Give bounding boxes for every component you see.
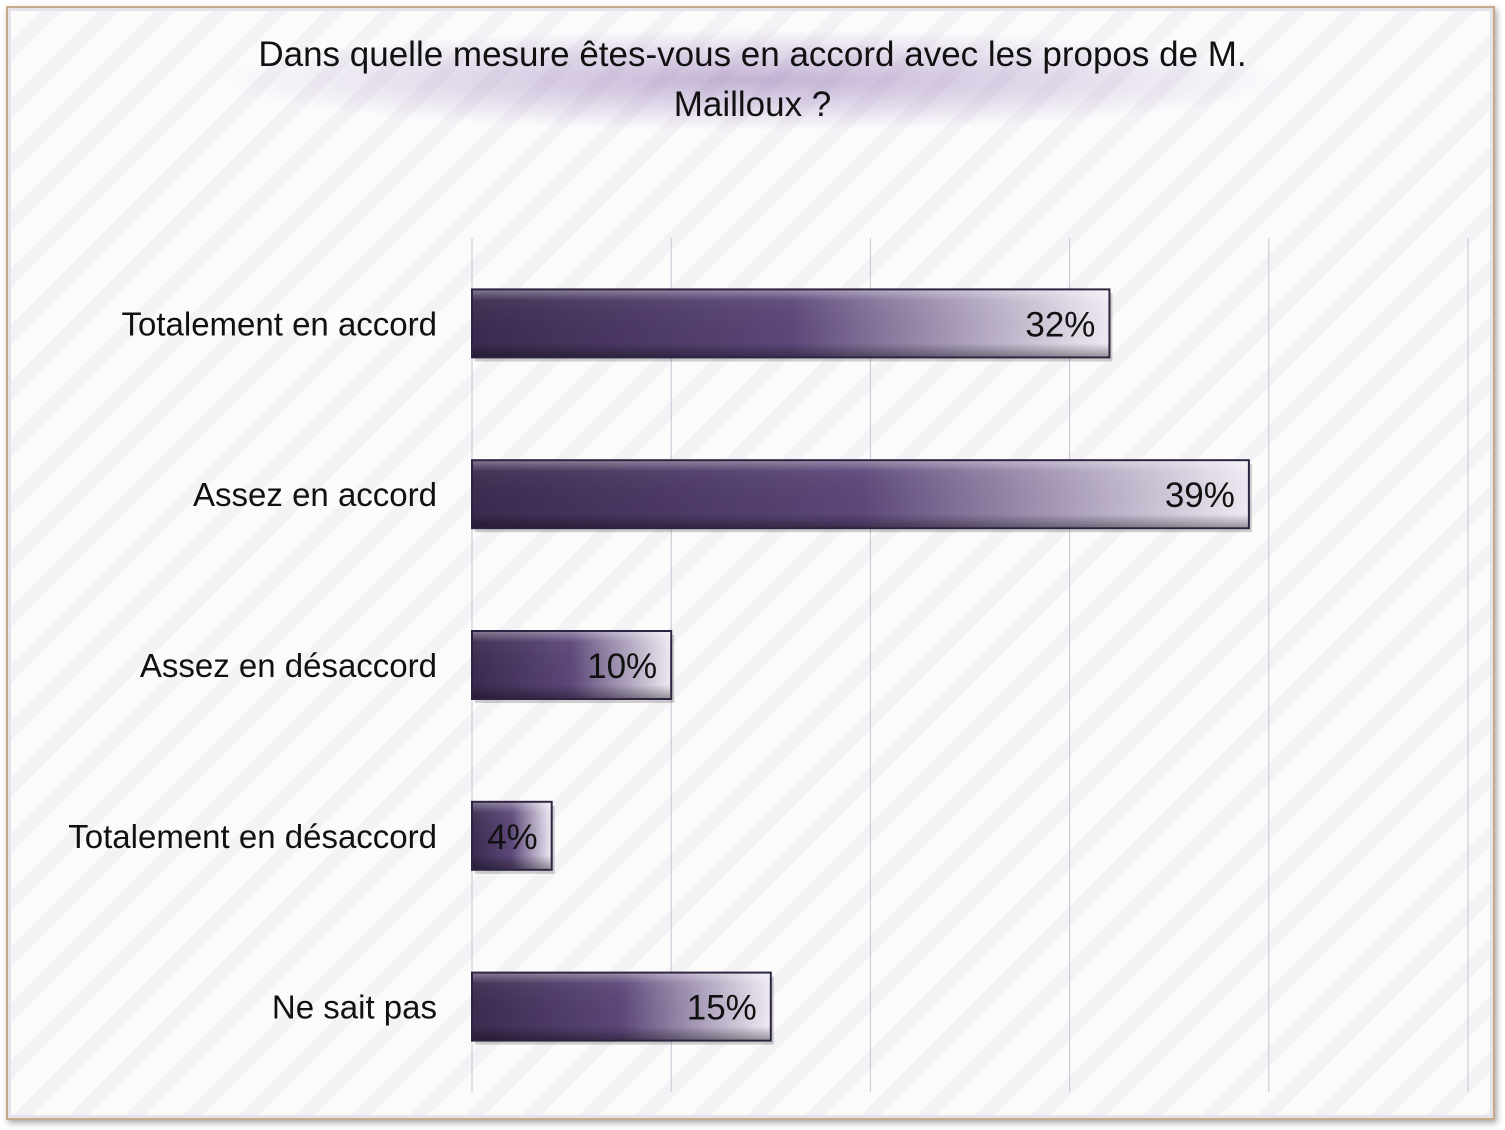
- data-label: 32%: [1025, 305, 1095, 344]
- chart-title: Dans quelle mesure êtes-vous en accord a…: [258, 35, 1247, 124]
- category-labels: Totalement en accord Assez en accord Assez…: [68, 305, 437, 1025]
- grid-lines: [471, 238, 1469, 1092]
- category-label: Assez en désaccord: [140, 647, 437, 684]
- chart-frame: [6, 6, 1495, 1120]
- category-label: Assez en accord: [193, 476, 437, 513]
- category-label: Totalement en accord: [121, 305, 437, 342]
- category-label: Ne sait pas: [272, 989, 437, 1026]
- bar-bevel: [473, 973, 770, 1040]
- bar-bevel: [473, 802, 551, 869]
- data-label: 10%: [587, 647, 657, 686]
- data-label: 15%: [687, 989, 757, 1028]
- category-label: Totalement en désaccord: [68, 818, 437, 855]
- bar-bevel: [473, 461, 1248, 528]
- data-label: 39%: [1165, 476, 1235, 515]
- data-label: 4%: [487, 818, 538, 857]
- bar-bevel: [473, 290, 1109, 357]
- bars: 32% 39% 10% 4% 15%: [471, 288, 1252, 1045]
- title-background: [230, 30, 1275, 130]
- bar-bevel: [473, 632, 671, 698]
